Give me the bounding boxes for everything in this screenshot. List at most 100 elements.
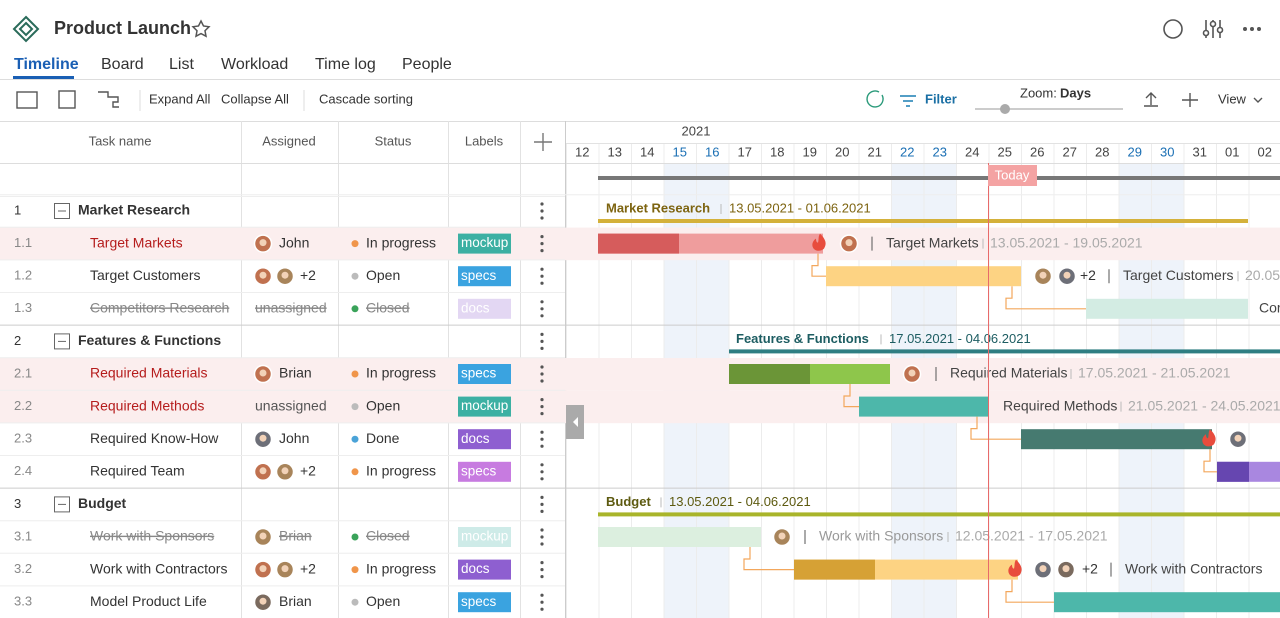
day-label: 15 [673, 144, 687, 159]
tab[interactable]: Timeline [14, 56, 79, 73]
assignee: Brian [279, 593, 312, 609]
more-icon[interactable] [1243, 27, 1261, 31]
task-name[interactable]: Required Know-How [90, 430, 219, 446]
label-chip [458, 592, 511, 613]
row-menu-dot [540, 502, 544, 506]
task-name[interactable]: Work with Sponsors [90, 528, 214, 544]
avatar-face [259, 271, 267, 279]
tab[interactable]: Board [101, 56, 144, 73]
expand-all[interactable]: Expand All [149, 91, 211, 106]
row-menu-dot [540, 398, 544, 402]
history-icon[interactable] [1163, 19, 1183, 39]
status: Closed [366, 300, 410, 316]
row-menu-dot [540, 535, 544, 539]
row-menu-dot [540, 437, 544, 441]
settings-icon[interactable] [1202, 20, 1224, 38]
summary-dates: 17.05.2021 - 04.06.2021 [889, 331, 1031, 346]
column-header: Task name [89, 133, 152, 148]
assignee: Brian [279, 365, 312, 381]
status-dot [351, 598, 359, 606]
row-menu-dot [540, 430, 544, 434]
page-title: Product Launch [54, 18, 191, 38]
label: docs [461, 561, 490, 576]
row-menu-dot [540, 267, 544, 271]
task-name[interactable]: Work with Contractors [90, 560, 227, 576]
task-bar[interactable] [1021, 429, 1212, 450]
task-name[interactable]: Model Product Life [90, 593, 207, 609]
today-badge [988, 165, 1037, 186]
day-label: 22 [900, 144, 914, 159]
view-menu[interactable]: View [1218, 91, 1247, 106]
avatar-face [259, 532, 267, 540]
task-bar[interactable] [859, 396, 988, 417]
row-menu-dot [540, 444, 544, 448]
add-column-icon[interactable] [534, 133, 552, 151]
day-label: 27 [1063, 144, 1077, 159]
row-menu-dot [540, 274, 544, 278]
cascade-sorting[interactable]: Cascade sorting [319, 91, 413, 106]
row-menu-dot [540, 593, 544, 597]
overdue-icon [1202, 429, 1216, 447]
bar-label: Work with Sponsors [819, 528, 943, 544]
label-chip [458, 429, 511, 450]
task-name[interactable]: Target Customers [90, 267, 200, 283]
task-name[interactable]: Required Materials [90, 365, 208, 381]
tab[interactable]: List [169, 56, 194, 73]
task-name[interactable]: Features & Functions [78, 332, 221, 348]
active-tab-underline [13, 76, 74, 79]
label: specs [461, 268, 497, 283]
row-menu-dot [540, 600, 544, 604]
bar-dates: 20.05 [1245, 267, 1280, 283]
status: Closed [366, 528, 410, 544]
label: mockup [461, 235, 508, 250]
task-progress [598, 233, 679, 254]
bar-label: Cor [1259, 300, 1280, 316]
task-bar[interactable] [1054, 592, 1280, 613]
assignee-more: +2 [300, 267, 316, 283]
label-chip [458, 559, 511, 580]
summary-label: Budget [606, 494, 651, 509]
assignee-more: +2 [300, 463, 316, 479]
task-name[interactable]: Budget [78, 495, 127, 511]
collapse-all[interactable]: Collapse All [221, 91, 289, 106]
filter[interactable]: Filter [925, 91, 957, 106]
task-name[interactable]: Required Methods [90, 397, 204, 413]
day-label: 01 [1225, 144, 1239, 159]
task-name[interactable]: Competitors Research [90, 300, 229, 316]
zoom-knob[interactable] [1000, 104, 1010, 114]
avatar-face [259, 467, 267, 475]
row-menu-dot [540, 575, 544, 579]
task-name[interactable]: Target Markets [90, 234, 183, 250]
summary-dates: 13.05.2021 - 01.06.2021 [729, 200, 871, 215]
avatar-face [908, 369, 916, 377]
row-menu-dot [540, 242, 544, 246]
tab[interactable]: Workload [221, 56, 288, 73]
tab[interactable]: Time log [315, 56, 376, 73]
avatar-face [1062, 565, 1070, 573]
row-number: 2.3 [14, 431, 32, 446]
assignee-more: +2 [1080, 267, 1096, 283]
row-menu-dot [540, 314, 544, 318]
bar-label: Work with Contractors [1125, 560, 1262, 576]
task-bar[interactable] [598, 527, 761, 547]
status-dot [351, 533, 359, 541]
tab[interactable]: People [402, 56, 452, 73]
label-chip [458, 461, 511, 482]
star-icon[interactable] [191, 19, 211, 38]
handle-arrow [573, 417, 578, 427]
task-name[interactable]: Market Research [78, 202, 190, 218]
task-bar[interactable] [826, 266, 1021, 287]
row-menu-dot [540, 216, 544, 220]
status-dot [351, 240, 359, 248]
row-menu-dot [540, 405, 544, 409]
avatar-face [1039, 271, 1047, 279]
task-bar[interactable] [1086, 298, 1248, 319]
task-progress [794, 559, 875, 580]
row-menu-dot [540, 477, 544, 481]
today-label: Today [995, 167, 1030, 182]
task-name[interactable]: Required Team [90, 463, 185, 479]
assignee-more: +2 [300, 560, 316, 576]
row-highlight [0, 390, 1280, 424]
summary-dates: 13.05.2021 - 04.06.2021 [669, 494, 811, 509]
